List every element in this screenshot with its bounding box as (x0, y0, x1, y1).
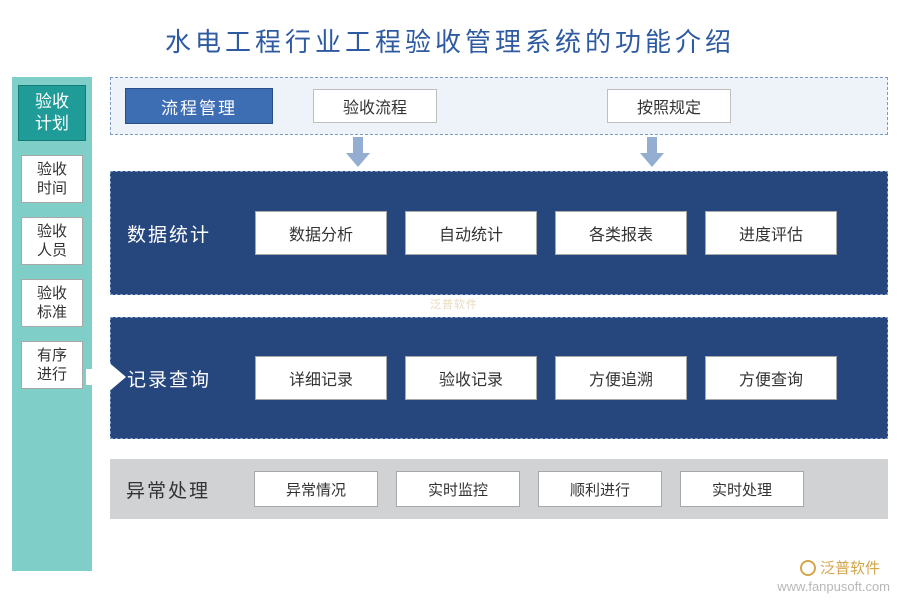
watermark-brand: 泛普软件 (800, 557, 880, 578)
record-card: 方便查询 (705, 356, 837, 400)
data-card: 各类报表 (555, 211, 687, 255)
main-layout: 验收 计划 验收 时间 验收 人员 验收 标准 有序 进行 流程管理 验收流程 … (0, 77, 900, 571)
record-card: 验收记录 (405, 356, 537, 400)
bottom-panel: 异常处理 异常情况 实时监控 顺利进行 实时处理 (110, 459, 888, 519)
flow-box-2: 按照规定 (607, 89, 731, 123)
data-card: 进度评估 (705, 211, 837, 255)
arrows-zone (110, 135, 888, 171)
watermark-url: www.fanpusoft.com (777, 579, 890, 594)
watermark-brand-text: 泛普软件 (820, 557, 880, 578)
flow-label: 流程管理 (125, 88, 273, 124)
flow-box-1: 验收流程 (313, 89, 437, 123)
sidebar-item-order: 有序 进行 (21, 341, 83, 389)
sidebar-item-staff: 验收 人员 (21, 217, 83, 265)
bottom-card: 异常情况 (254, 471, 378, 507)
data-card: 自动统计 (405, 211, 537, 255)
flow-panel: 流程管理 验收流程 按照规定 (110, 77, 888, 135)
record-card: 详细记录 (255, 356, 387, 400)
bottom-card: 实时处理 (680, 471, 804, 507)
data-panel-title: 数据统计 (127, 220, 237, 247)
bottom-card: 实时监控 (396, 471, 520, 507)
bottom-panel-title: 异常处理 (126, 476, 236, 503)
logo-icon (800, 560, 816, 576)
watermark-mid: 泛普软件 (430, 296, 478, 312)
data-card: 数据分析 (255, 211, 387, 255)
tick-mark (92, 227, 98, 237)
down-arrow-icon (640, 137, 664, 167)
down-arrow-icon (346, 137, 370, 167)
record-panel-title: 记录查询 (127, 365, 237, 392)
sidebar-header: 验收 计划 (18, 85, 86, 141)
data-panel: 数据统计 数据分析 自动统计 各类报表 进度评估 (110, 171, 888, 295)
record-card: 方便追溯 (555, 356, 687, 400)
sidebar-item-standard: 验收 标准 (21, 279, 83, 327)
content-area: 流程管理 验收流程 按照规定 数据统计 数据分析 自动统计 各类报表 进度评估 … (110, 77, 888, 571)
sidebar: 验收 计划 验收 时间 验收 人员 验收 标准 有序 进行 (12, 77, 92, 571)
page-title: 水电工程行业工程验收管理系统的功能介绍 (0, 0, 900, 77)
bottom-card: 顺利进行 (538, 471, 662, 507)
right-arrow-icon (86, 360, 126, 394)
record-panel: 记录查询 详细记录 验收记录 方便追溯 方便查询 (110, 317, 888, 439)
sidebar-item-time: 验收 时间 (21, 155, 83, 203)
tick-mark (92, 289, 98, 299)
